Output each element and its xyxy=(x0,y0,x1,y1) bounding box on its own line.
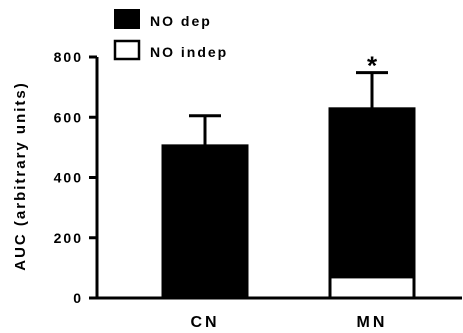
y-tick-label: 800 xyxy=(54,49,83,65)
y-tick-label: 400 xyxy=(54,170,83,186)
legend-swatch-no-indep xyxy=(113,39,141,61)
legend: NO dep NO indep xyxy=(113,9,228,61)
bar-no-dep-cn xyxy=(161,144,249,300)
legend-swatch-no-dep xyxy=(114,9,140,29)
y-axis-title: AUC (arbitrary units) xyxy=(12,81,29,271)
y-tick-label: 200 xyxy=(54,230,83,246)
bar-no-indep-cn xyxy=(161,294,249,300)
x-tick-label: CN xyxy=(190,314,219,331)
x-tick-label: MN xyxy=(357,314,388,331)
y-tick-label: 600 xyxy=(54,109,83,125)
bar-no-indep-mn xyxy=(328,275,416,300)
legend-label-no-dep: NO dep xyxy=(150,13,212,29)
legend-label-no-indep: NO indep xyxy=(150,44,228,60)
significance-marker: * xyxy=(367,51,378,81)
y-tick-label: 0 xyxy=(73,290,83,306)
significance-marker: * xyxy=(367,223,378,253)
